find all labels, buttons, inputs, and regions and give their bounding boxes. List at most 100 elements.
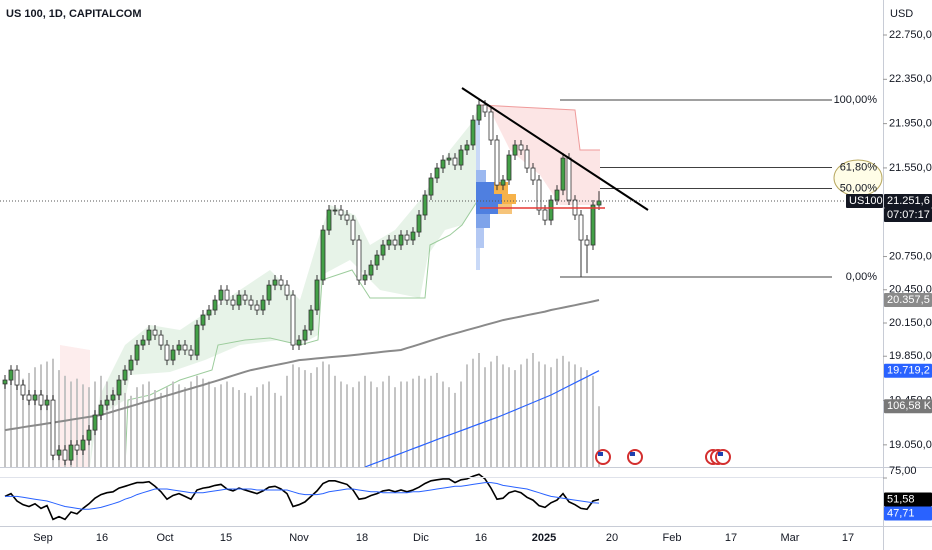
volume-bar — [466, 364, 468, 467]
candle-body — [146, 329, 152, 341]
candle-body — [356, 239, 362, 281]
candle-body — [278, 279, 284, 286]
candle-body — [14, 369, 20, 386]
volume-bar — [172, 381, 174, 467]
candle-body — [404, 234, 410, 241]
rsi-last-label: 51,58 — [887, 493, 915, 505]
candle-body — [560, 157, 566, 191]
x-tick-label: Sep — [33, 532, 53, 544]
candle-body — [452, 157, 458, 166]
chart-title: US 100, 1D, CAPITALCOM — [6, 8, 142, 20]
candle-body — [470, 119, 476, 146]
candle-body — [542, 209, 548, 221]
moving-average — [364, 370, 600, 467]
volume-bar — [292, 364, 294, 467]
candle-body — [596, 200, 602, 206]
fib-label: 100,00% — [834, 94, 878, 106]
rsi-tick-label: 75,00 — [889, 465, 917, 477]
candle-body — [68, 444, 74, 461]
volume-bar — [274, 392, 276, 467]
drawings — [461, 87, 883, 465]
candle-body — [566, 157, 572, 201]
volume-bar — [586, 370, 588, 467]
overlay-last-label-box — [884, 293, 932, 308]
volume-bar — [166, 387, 168, 467]
candle-body — [344, 214, 350, 221]
candle-body — [530, 167, 536, 181]
candle-body — [314, 279, 320, 311]
candle-body — [218, 289, 224, 301]
volume-bar — [262, 384, 264, 467]
candle-body — [224, 289, 230, 301]
fib-label: 61,80% — [840, 162, 878, 174]
x-tick-label: 16 — [96, 532, 108, 544]
candle-body — [476, 104, 482, 121]
volume-bar — [112, 387, 114, 467]
overlay-last-label: 20.357,5 — [887, 294, 930, 306]
candle-body — [368, 264, 374, 276]
candle-body — [50, 399, 56, 456]
candle-body — [488, 111, 494, 141]
axis-layer: 22.750,0 22.350,0 21.950,0 21.550,0 20.750,0… — [0, 29, 932, 544]
volume-bar — [352, 387, 354, 467]
volume-bar — [388, 375, 390, 467]
candle-body — [116, 379, 122, 396]
volume-bar — [220, 384, 222, 467]
countdown-label: 07:07:17 — [887, 209, 930, 221]
candle-body — [380, 244, 386, 256]
y-tick-label: 20.450,0 — [889, 284, 932, 296]
volume-bar — [568, 361, 570, 467]
volume-bar — [418, 375, 420, 467]
candle-body — [134, 344, 140, 361]
rsi-line — [4, 473, 600, 521]
volume-bar — [406, 381, 408, 467]
y-tick-label: 19.050,0 — [889, 439, 932, 451]
volume-bar — [298, 367, 300, 467]
volume-bar — [184, 387, 186, 467]
volume-bar — [574, 364, 576, 467]
candle-body — [524, 149, 530, 169]
candle-body — [44, 399, 50, 406]
volume-bar — [250, 395, 252, 467]
candle-body — [374, 254, 380, 266]
candle-body — [416, 214, 422, 233]
fib-label: 50,00% — [840, 182, 878, 194]
x-tick-label: Dic — [413, 532, 429, 544]
volume-bar — [496, 355, 498, 467]
candle-body — [392, 239, 398, 246]
candle-body — [590, 204, 596, 246]
rsi-last-label: 47,71 — [887, 507, 915, 519]
candle-body — [176, 344, 182, 351]
x-tick-label: Mar — [781, 532, 800, 544]
overlay-last-label-box — [884, 363, 932, 378]
volume-bar — [550, 367, 552, 467]
volume-bar — [280, 395, 282, 467]
volume-bar — [82, 384, 84, 467]
volume-bar — [412, 378, 414, 467]
volume-bar — [178, 384, 180, 467]
candle-body — [20, 384, 26, 396]
x-tick-label: 2025 — [532, 532, 556, 544]
volume-bar — [358, 381, 360, 467]
volume-bar — [142, 384, 144, 467]
volume-bar — [514, 370, 516, 467]
x-tick-label: Feb — [663, 532, 682, 544]
volume-bar — [268, 381, 270, 467]
volume-bar — [442, 381, 444, 467]
candle-body — [242, 294, 248, 301]
volume-bar — [106, 381, 108, 467]
volume-bar — [310, 372, 312, 467]
y-tick-label: 22.750,0 — [889, 29, 932, 41]
rsi-line — [5, 482, 600, 510]
volume-bar — [424, 378, 426, 467]
candle-body — [110, 394, 116, 401]
candle-body — [260, 299, 266, 311]
candle-body — [164, 344, 170, 361]
volume-bar — [304, 370, 306, 467]
candle-body — [302, 329, 308, 341]
volume-bar — [154, 390, 156, 467]
volume-bar — [400, 381, 402, 467]
rsi-last-label-box — [884, 492, 932, 507]
moving-average — [4, 299, 600, 432]
